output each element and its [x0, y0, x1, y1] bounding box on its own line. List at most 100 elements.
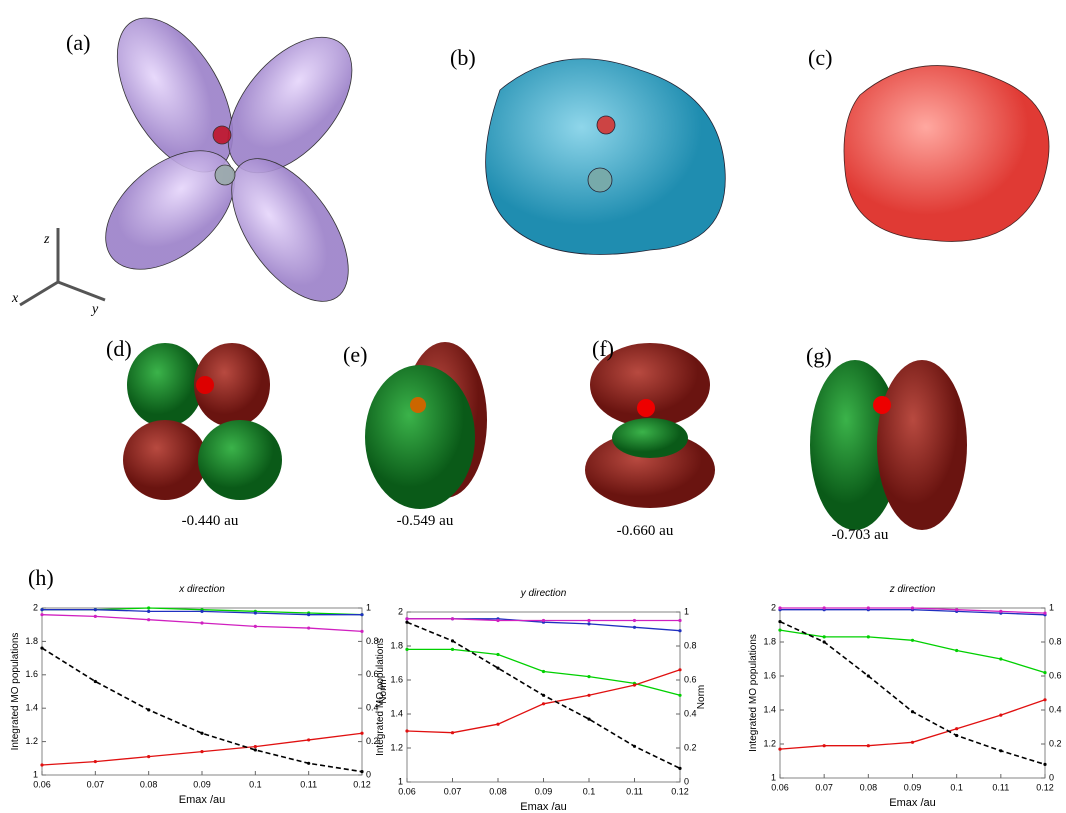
y2-tick-label: 0.8	[1049, 636, 1062, 646]
orbital-f	[585, 343, 715, 508]
series-point	[955, 734, 958, 737]
series-point	[867, 744, 870, 747]
series-point	[405, 648, 408, 651]
series-point	[999, 657, 1002, 660]
panel-label: (f)	[592, 336, 614, 361]
y-tick-label: 2	[33, 602, 38, 612]
series-point	[999, 610, 1002, 613]
series-point	[254, 611, 257, 614]
series-point	[587, 694, 590, 697]
y2-tick-label: 0.2	[1049, 738, 1062, 748]
series-point	[405, 617, 408, 620]
panel-label: (c)	[808, 45, 832, 70]
y-tick-label: 1.6	[25, 669, 38, 679]
series-point	[678, 767, 681, 770]
series-point	[307, 762, 310, 765]
x-tick-label: 0.11	[626, 786, 643, 796]
series-point	[1043, 671, 1046, 674]
series-point	[94, 680, 97, 683]
orbital-g	[810, 360, 967, 530]
series-point	[867, 635, 870, 638]
series-point	[254, 748, 257, 751]
series-point	[911, 741, 914, 744]
y-tick-label: 1.2	[763, 738, 776, 748]
series-point	[823, 606, 826, 609]
axis-triad	[20, 228, 105, 305]
series-point	[1043, 763, 1046, 766]
axis-label: z	[43, 232, 50, 247]
y2-tick-label: 1	[1049, 602, 1054, 612]
y-tick-label: 1.4	[390, 708, 403, 718]
series-point	[200, 750, 203, 753]
y2-tick-label: 1	[684, 606, 689, 616]
series-point	[254, 625, 257, 628]
orbital-a	[84, 0, 376, 321]
x-tick-label: 0.1	[950, 782, 963, 792]
y2-tick-label: 1	[366, 602, 371, 612]
y-tick-label: 1	[33, 769, 38, 779]
series-point	[40, 646, 43, 649]
y-tick-label: 1.2	[390, 742, 403, 752]
series-point	[405, 729, 408, 732]
panel-label: (d)	[106, 336, 132, 361]
series-point	[360, 732, 363, 735]
plot-frame	[407, 612, 680, 782]
panel-label: (a)	[66, 30, 90, 55]
x-tick-label: 0.11	[300, 779, 317, 789]
series-point	[307, 738, 310, 741]
energy-label: -0.440 au	[182, 513, 239, 529]
series-point	[147, 755, 150, 758]
x-tick-label: 0.1	[249, 779, 262, 789]
plot-frame	[780, 608, 1045, 778]
series-point	[307, 626, 310, 629]
series-point	[542, 694, 545, 697]
series-point	[633, 619, 636, 622]
energy-label: -0.549 au	[397, 513, 454, 529]
series-point	[307, 613, 310, 616]
x-tick-label: 0.07	[815, 782, 833, 792]
series-point	[587, 675, 590, 678]
y2-tick-label: 0.4	[684, 708, 697, 718]
y-axis-label: Integrated MO populations	[10, 633, 21, 751]
y-axis-label: Integrated MO populations	[748, 634, 759, 752]
chart-title: z direction	[889, 584, 936, 595]
y-axis-label: Integrated MO populations	[375, 638, 386, 756]
series-point	[496, 723, 499, 726]
series-point	[254, 745, 257, 748]
y2-tick-label: 0.6	[684, 674, 697, 684]
series-point	[200, 621, 203, 624]
series-point	[496, 653, 499, 656]
series-point	[200, 610, 203, 613]
y-tick-label: 1.8	[25, 636, 38, 646]
y2-tick-label: 0	[366, 769, 371, 779]
series-point	[360, 630, 363, 633]
series-point	[633, 626, 636, 629]
panel-label: (h)	[28, 565, 54, 590]
axis-label: x	[11, 291, 19, 306]
series-point	[778, 606, 781, 609]
y2-tick-label: 0	[684, 776, 689, 786]
series-point	[496, 667, 499, 670]
y-tick-label: 2	[398, 606, 403, 616]
series-point	[587, 718, 590, 721]
series-point	[911, 710, 914, 713]
series-point	[40, 763, 43, 766]
x-tick-label: 0.12	[1036, 782, 1054, 792]
series-point	[40, 608, 43, 611]
y-tick-label: 1	[771, 772, 776, 782]
axis-label: y	[90, 302, 99, 317]
x-axis-label: Emax /au	[179, 794, 225, 806]
series-point	[1043, 612, 1046, 615]
series-point	[147, 618, 150, 621]
y-tick-label: 1.2	[25, 736, 38, 746]
x-tick-label: 0.12	[671, 786, 689, 796]
series-point	[823, 635, 826, 638]
panel-label: (e)	[343, 342, 367, 367]
y-tick-label: 2	[771, 602, 776, 612]
figure: z x y (a) (b) (c) (d) (e) (f) (g) (h) -0…	[0, 0, 1066, 813]
y2-tick-label: 0.8	[684, 640, 697, 650]
series-point	[94, 615, 97, 618]
y-tick-label: 1.4	[25, 703, 38, 713]
x-tick-label: 0.06	[398, 786, 416, 796]
y-tick-label: 1.4	[763, 704, 776, 714]
